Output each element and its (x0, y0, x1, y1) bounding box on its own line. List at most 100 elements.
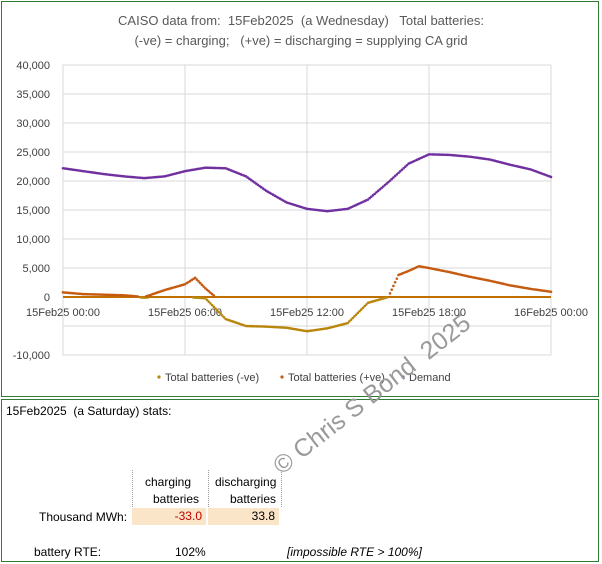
data-point-demand (371, 193, 375, 197)
discharging-value: 33.8 (208, 508, 279, 525)
y-tick-label: -10,000 (13, 350, 50, 362)
legend-marker (401, 375, 405, 379)
data-point-demand (375, 191, 378, 194)
data-point-total-batteries-ve (204, 287, 207, 290)
legend-label: Total batteries (+ve) (288, 372, 385, 384)
data-point-total-batteries-ve (220, 314, 224, 317)
chart-canvas: 40,000 35,000 30,000 25,000 20,000 15,000 10,0… (13, 60, 588, 384)
y-tick-label: 40,000 (16, 60, 50, 72)
y-tick-label: 20,000 (16, 176, 50, 188)
data-point-total-batteries-ve (197, 280, 200, 283)
data-point-total-batteries-ve (209, 302, 212, 305)
thousand-mwh-label: Thousand MWh: (39, 510, 128, 524)
discharging-header-line-1: discharging (215, 475, 277, 489)
y-tick-label: 35,000 (16, 89, 50, 101)
y-tick-label: 30,000 (16, 118, 50, 130)
chart-panel: CAISO data from: 15Feb2025 (a Wednesday)… (1, 1, 599, 397)
legend-marker (280, 375, 284, 379)
data-point-total-batteries-ve (388, 292, 392, 295)
data-point-total-batteries-ve (349, 318, 353, 322)
y-tick-label: 10,000 (16, 234, 50, 246)
data-point-demand (387, 180, 390, 184)
x-tick-label: 15Feb25 00:00 (26, 307, 100, 319)
data-point-total-batteries-ve (392, 284, 395, 288)
data-point-demand (378, 188, 382, 191)
stats-column-divider (281, 470, 282, 507)
data-point-demand (380, 186, 383, 190)
data-point-total-batteries-ve (348, 320, 351, 323)
data-point-total-batteries-ve (205, 298, 209, 302)
y-tick-label: 25,000 (16, 147, 50, 159)
data-point-total-batteries-ve (207, 300, 211, 303)
legend-label: Demand (409, 372, 451, 384)
x-tick-label: 15Feb25 18:00 (392, 307, 466, 319)
data-point-total-batteries-ve (361, 306, 365, 310)
data-point-total-batteries-ve (214, 307, 217, 310)
charging-header-line-2: batteries (153, 492, 200, 506)
charging-value: -33.0 (132, 508, 206, 525)
x-tick-label: 15Feb25 06:00 (148, 307, 222, 319)
data-point-total-batteries-ve (365, 303, 368, 306)
data-point-demand (376, 189, 380, 193)
stats-panel: 15Feb2025 (a Saturday) stats: charging b… (1, 399, 599, 562)
y-tick-label: 15,000 (16, 205, 50, 217)
data-point-demand (381, 185, 385, 188)
data-point-demand (385, 182, 388, 185)
discharging-header-line-2: batteries (230, 492, 277, 506)
data-point-total-batteries-ve (358, 309, 361, 313)
data-point-total-batteries-ve (359, 308, 363, 311)
data-point-total-batteries-ve (207, 289, 211, 293)
data-point-demand (392, 176, 395, 179)
stats-heading: 15Feb2025 (a Saturday) stats: (6, 404, 172, 418)
legend-label: Total batteries (-ve) (165, 372, 259, 384)
data-point-total-batteries-ve (351, 316, 355, 320)
data-point-demand (393, 174, 397, 178)
data-point-demand (366, 198, 370, 201)
data-point-demand (370, 195, 373, 198)
y-tick-label: 5,000 (22, 263, 50, 275)
rte-value: 102% (175, 545, 206, 559)
y-tick-label: 0 (44, 292, 50, 304)
data-point-total-batteries-ve (204, 296, 207, 300)
data-point-demand (398, 170, 402, 173)
stats-column-divider (132, 470, 133, 507)
data-point-total-batteries-ve (212, 294, 216, 297)
data-point-total-batteries-ve (353, 315, 356, 318)
rte-label: battery RTE: (34, 545, 102, 559)
data-point-total-batteries-ve (212, 305, 216, 309)
data-point-total-batteries-ve (215, 309, 219, 312)
data-point-total-batteries-ve (549, 290, 553, 294)
data-point-total-batteries-ve (195, 278, 199, 281)
data-point-total-batteries-ve (395, 277, 399, 280)
x-tick-label: 16Feb25 00:00 (514, 307, 588, 319)
data-point-total-batteries-ve (356, 311, 360, 315)
data-point-total-batteries-ve (385, 296, 388, 299)
data-point-total-batteries-ve (198, 281, 202, 285)
data-point-total-batteries-ve (210, 292, 214, 296)
data-point-total-batteries-ve (136, 295, 139, 298)
data-point-total-batteries-ve (219, 312, 222, 316)
x-tick-label: 15Feb25 12:00 (270, 307, 344, 319)
data-point-demand (403, 165, 407, 168)
data-point-demand (549, 175, 553, 179)
data-point-total-batteries-ve (363, 304, 366, 308)
data-point-total-batteries-ve (217, 310, 221, 314)
data-point-total-batteries-ve (393, 281, 397, 284)
data-point-total-batteries-ve (346, 321, 349, 325)
data-point-demand (400, 168, 404, 172)
data-point-total-batteries-ve (222, 316, 226, 319)
data-point-demand (397, 171, 400, 175)
charging-header-line-1: charging (145, 475, 192, 489)
legend-marker (157, 375, 161, 379)
stats-column-divider (208, 470, 209, 507)
data-point-demand (395, 173, 399, 176)
data-point-total-batteries-ve (200, 283, 204, 287)
data-point-total-batteries-ve (202, 285, 205, 288)
data-point-total-batteries-ve (210, 303, 214, 307)
data-point-total-batteries-ve (205, 288, 209, 292)
data-point-total-batteries-ve (209, 291, 212, 294)
data-point-demand (373, 192, 377, 196)
data-point-demand (388, 179, 392, 182)
chart-title-line-1: CAISO data from: 15Feb2025 (a Wednesday)… (118, 13, 484, 28)
data-point-total-batteries-ve (193, 276, 197, 280)
